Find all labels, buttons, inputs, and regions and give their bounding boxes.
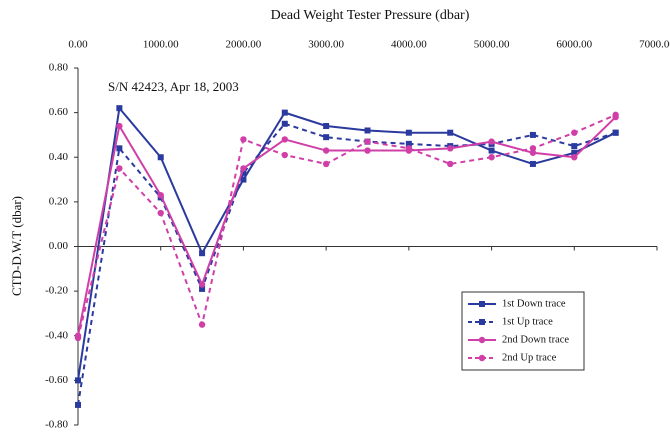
data-point [447,160,454,168]
x-tick-label: 2000.00 [226,39,262,51]
series-line [77,116,617,336]
y-tick-label: 0.00 [49,240,69,252]
data-point [322,147,330,154]
data-point [240,169,247,176]
x-tick-label: 5000.00 [474,39,510,51]
data-point [323,134,330,141]
data-point [157,209,164,217]
data-point [488,147,495,154]
legend-label: 1st Up trace [502,316,553,327]
y-tick-label: 0.40 [49,151,69,163]
data-point [364,127,371,134]
legend-marker [479,301,485,307]
y-tick-label: -0.40 [45,329,68,341]
legend: 1st Down trace 1st Up trace 2nd Down trace… [461,291,585,371]
data-point [447,129,454,136]
data-point [529,145,537,152]
data-point [405,140,412,147]
data-point [364,138,371,145]
data-point [281,136,288,143]
y-tick-label: 0.80 [49,62,69,74]
y-tick-label: 0.60 [49,106,69,118]
series-line [77,122,616,406]
data-point [198,281,206,288]
data-point [447,145,454,152]
data-point [529,160,536,167]
data-point [75,401,81,408]
legend-marker [478,336,486,344]
data-point [199,285,206,292]
data-point [281,109,288,116]
legend-label: 2nd Up trace [502,352,557,363]
data-point [116,165,123,172]
data-point [612,111,619,119]
data-point [364,147,371,154]
data-point [157,154,164,161]
series-line [77,105,617,381]
data-point [571,129,578,136]
data-point [74,334,82,342]
x-tick-label: 3000.00 [308,39,344,51]
data-point [199,250,206,257]
data-point [281,120,288,127]
data-point [571,154,578,161]
data-point [322,160,330,168]
y-axis-title: CTD-D.W.T (dbar) [9,196,24,296]
legend-marker [478,354,486,362]
y-tick-label: -0.80 [45,419,68,431]
data-point [529,131,536,138]
x-tick-label: 7000.00 [639,39,670,51]
data-point [405,145,413,152]
y-tick-label: 0.20 [49,195,69,207]
data-point [571,143,578,150]
data-point [157,191,164,199]
data-point [488,154,495,161]
legend-label: 1st Down trace [502,298,566,309]
x-tick-label: 6000.00 [556,39,592,51]
y-tick-label: -0.20 [45,285,68,297]
data-point [198,321,206,328]
data-point [488,138,495,145]
x-tick-label: 4000.00 [391,39,427,51]
data-point [405,129,412,136]
data-point [571,149,578,156]
data-point [75,377,81,384]
legend-label: 2nd Down trace [502,334,569,345]
x-tick-label: 0.00 [68,39,88,51]
data-point [281,151,288,159]
x-axis-title: Dead Weight Tester Pressure (dbar) [271,8,470,23]
x-tick-label: 1000.00 [143,39,179,51]
data-point [323,123,330,130]
data-point [240,176,247,183]
y-tick-label: -0.60 [45,374,68,386]
data-point [529,149,537,156]
series-line [77,113,617,339]
data-point [240,136,247,143]
legend-marker [479,319,485,325]
data-point [116,145,123,152]
annotation: S/N 42423, Apr 18, 2003 [108,79,239,94]
data-point [612,129,619,136]
data-point [116,105,123,112]
data-point [240,165,247,172]
data-point [116,122,123,130]
